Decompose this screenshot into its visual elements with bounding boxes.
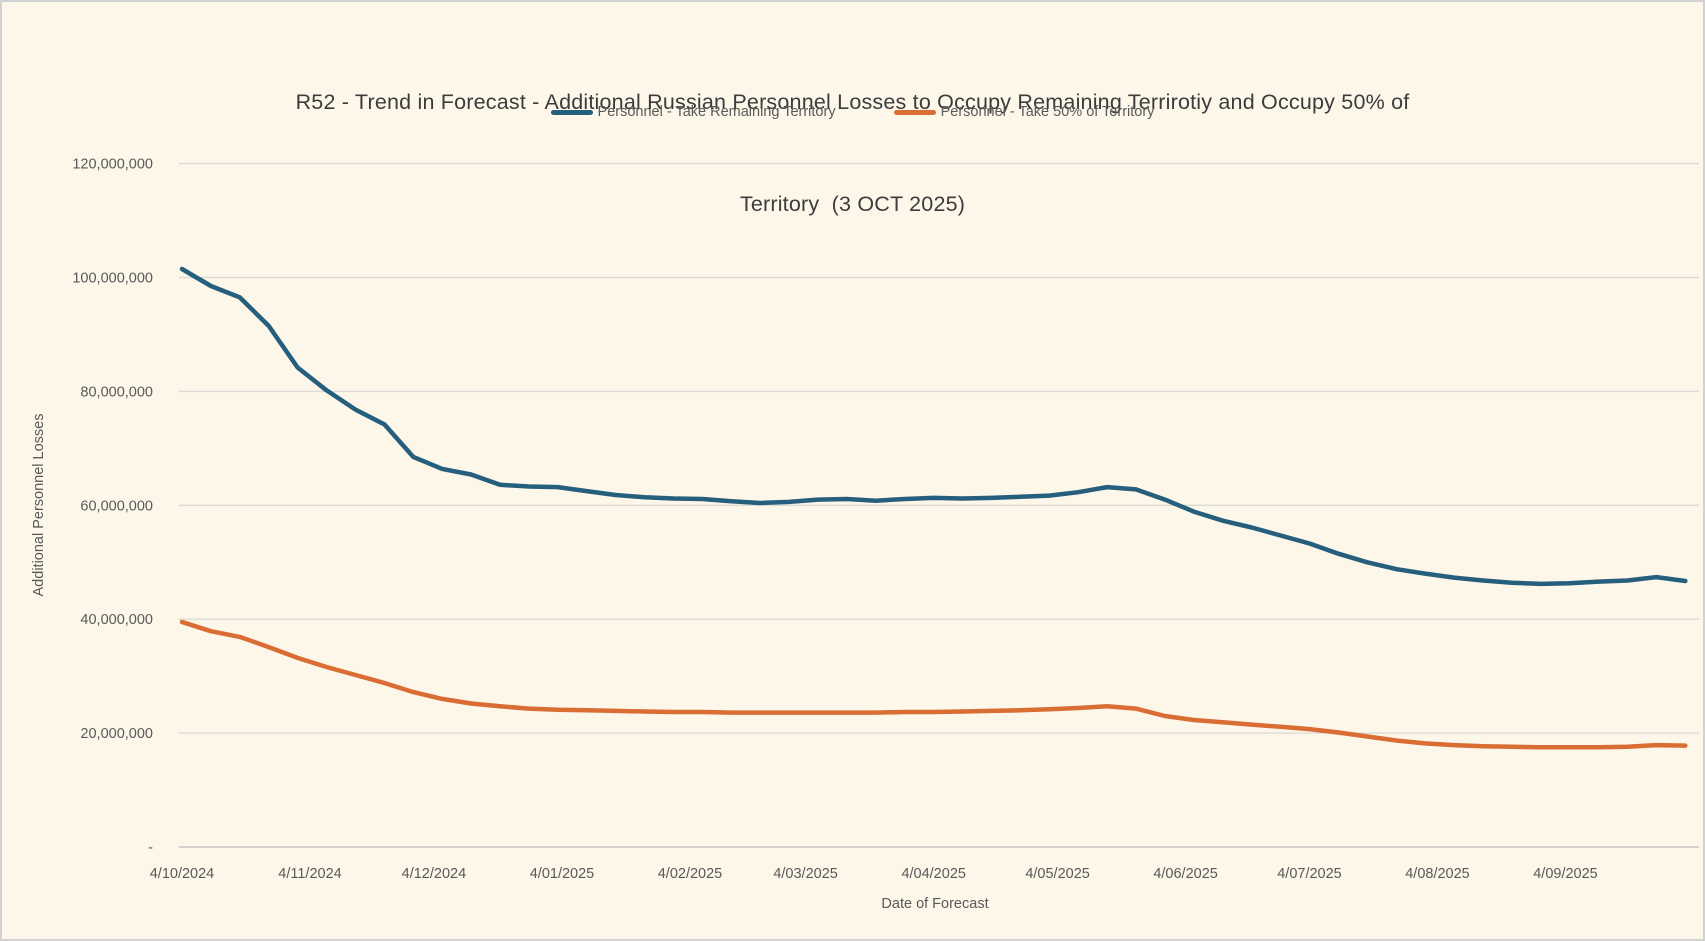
series-line-personnel-take-remaining-territory[interactable] bbox=[179, 266, 1688, 587]
x-tick-label: 4/05/2025 bbox=[1025, 866, 1090, 882]
legend-swatch-take-50pct-territory bbox=[893, 109, 936, 115]
x-tick-label: 4/07/2025 bbox=[1277, 866, 1342, 882]
chart-title: R52 - Trend in Forecast - Additional Rus… bbox=[2, 17, 1703, 289]
x-tick-label: 4/10/2024 bbox=[150, 866, 215, 882]
y-tick-labels: 120,000,000 100,000,000 80,000,000 60,000,0… bbox=[72, 157, 153, 856]
legend-item-take-remaining-territory[interactable]: Personnel - Take Remaining Territory bbox=[550, 104, 836, 120]
y-tick-label: 100,000,000 bbox=[72, 271, 153, 287]
x-tick-label: 4/09/2025 bbox=[1533, 866, 1598, 882]
chart-title-line-1: R52 - Trend in Forecast - Additional Rus… bbox=[295, 90, 1410, 114]
x-tick-label: 4/02/2025 bbox=[658, 866, 723, 882]
x-axis-title: Date of Forecast bbox=[881, 896, 988, 912]
y-tick-label: 40,000,000 bbox=[80, 612, 153, 628]
y-tick-label: 120,000,000 bbox=[72, 157, 153, 173]
x-tick-label: 4/01/2025 bbox=[530, 866, 595, 882]
x-tick-labels: 4/10/2024 4/11/2024 4/12/2024 4/01/2025 4/02… bbox=[150, 866, 1598, 882]
y-tick-label: - bbox=[148, 840, 153, 856]
x-tick-label: 4/08/2025 bbox=[1405, 866, 1470, 882]
y-axis-title: Additional Personnel Losses bbox=[31, 414, 47, 597]
legend-item-take-50pct-territory[interactable]: Personnel - Take 50% of Territory bbox=[893, 104, 1155, 120]
legend-label: Personnel - Take Remaining Territory bbox=[597, 104, 836, 120]
chart-title-line-2: Territory (3 OCT 2025) bbox=[739, 192, 966, 216]
x-tick-label: 4/04/2025 bbox=[901, 866, 966, 882]
x-tick-label: 4/11/2024 bbox=[278, 866, 341, 882]
y-tick-label: 20,000,000 bbox=[80, 726, 153, 742]
y-tick-label: 80,000,000 bbox=[80, 384, 153, 400]
x-tick-label: 4/12/2024 bbox=[402, 866, 467, 882]
y-tick-label: 60,000,000 bbox=[80, 498, 153, 514]
legend-label: Personnel - Take 50% of Territory bbox=[940, 104, 1155, 120]
x-tick-label: 4/06/2025 bbox=[1153, 866, 1218, 882]
series-line-personnel-take-50-of-territory[interactable] bbox=[179, 619, 1688, 750]
gridlines bbox=[179, 162, 1699, 734]
legend: Personnel - Take Remaining Territory Per… bbox=[2, 104, 1703, 120]
x-tick-label: 4/03/2025 bbox=[773, 866, 838, 882]
legend-swatch-take-remaining-territory bbox=[550, 109, 593, 115]
series-lines bbox=[179, 266, 1688, 750]
